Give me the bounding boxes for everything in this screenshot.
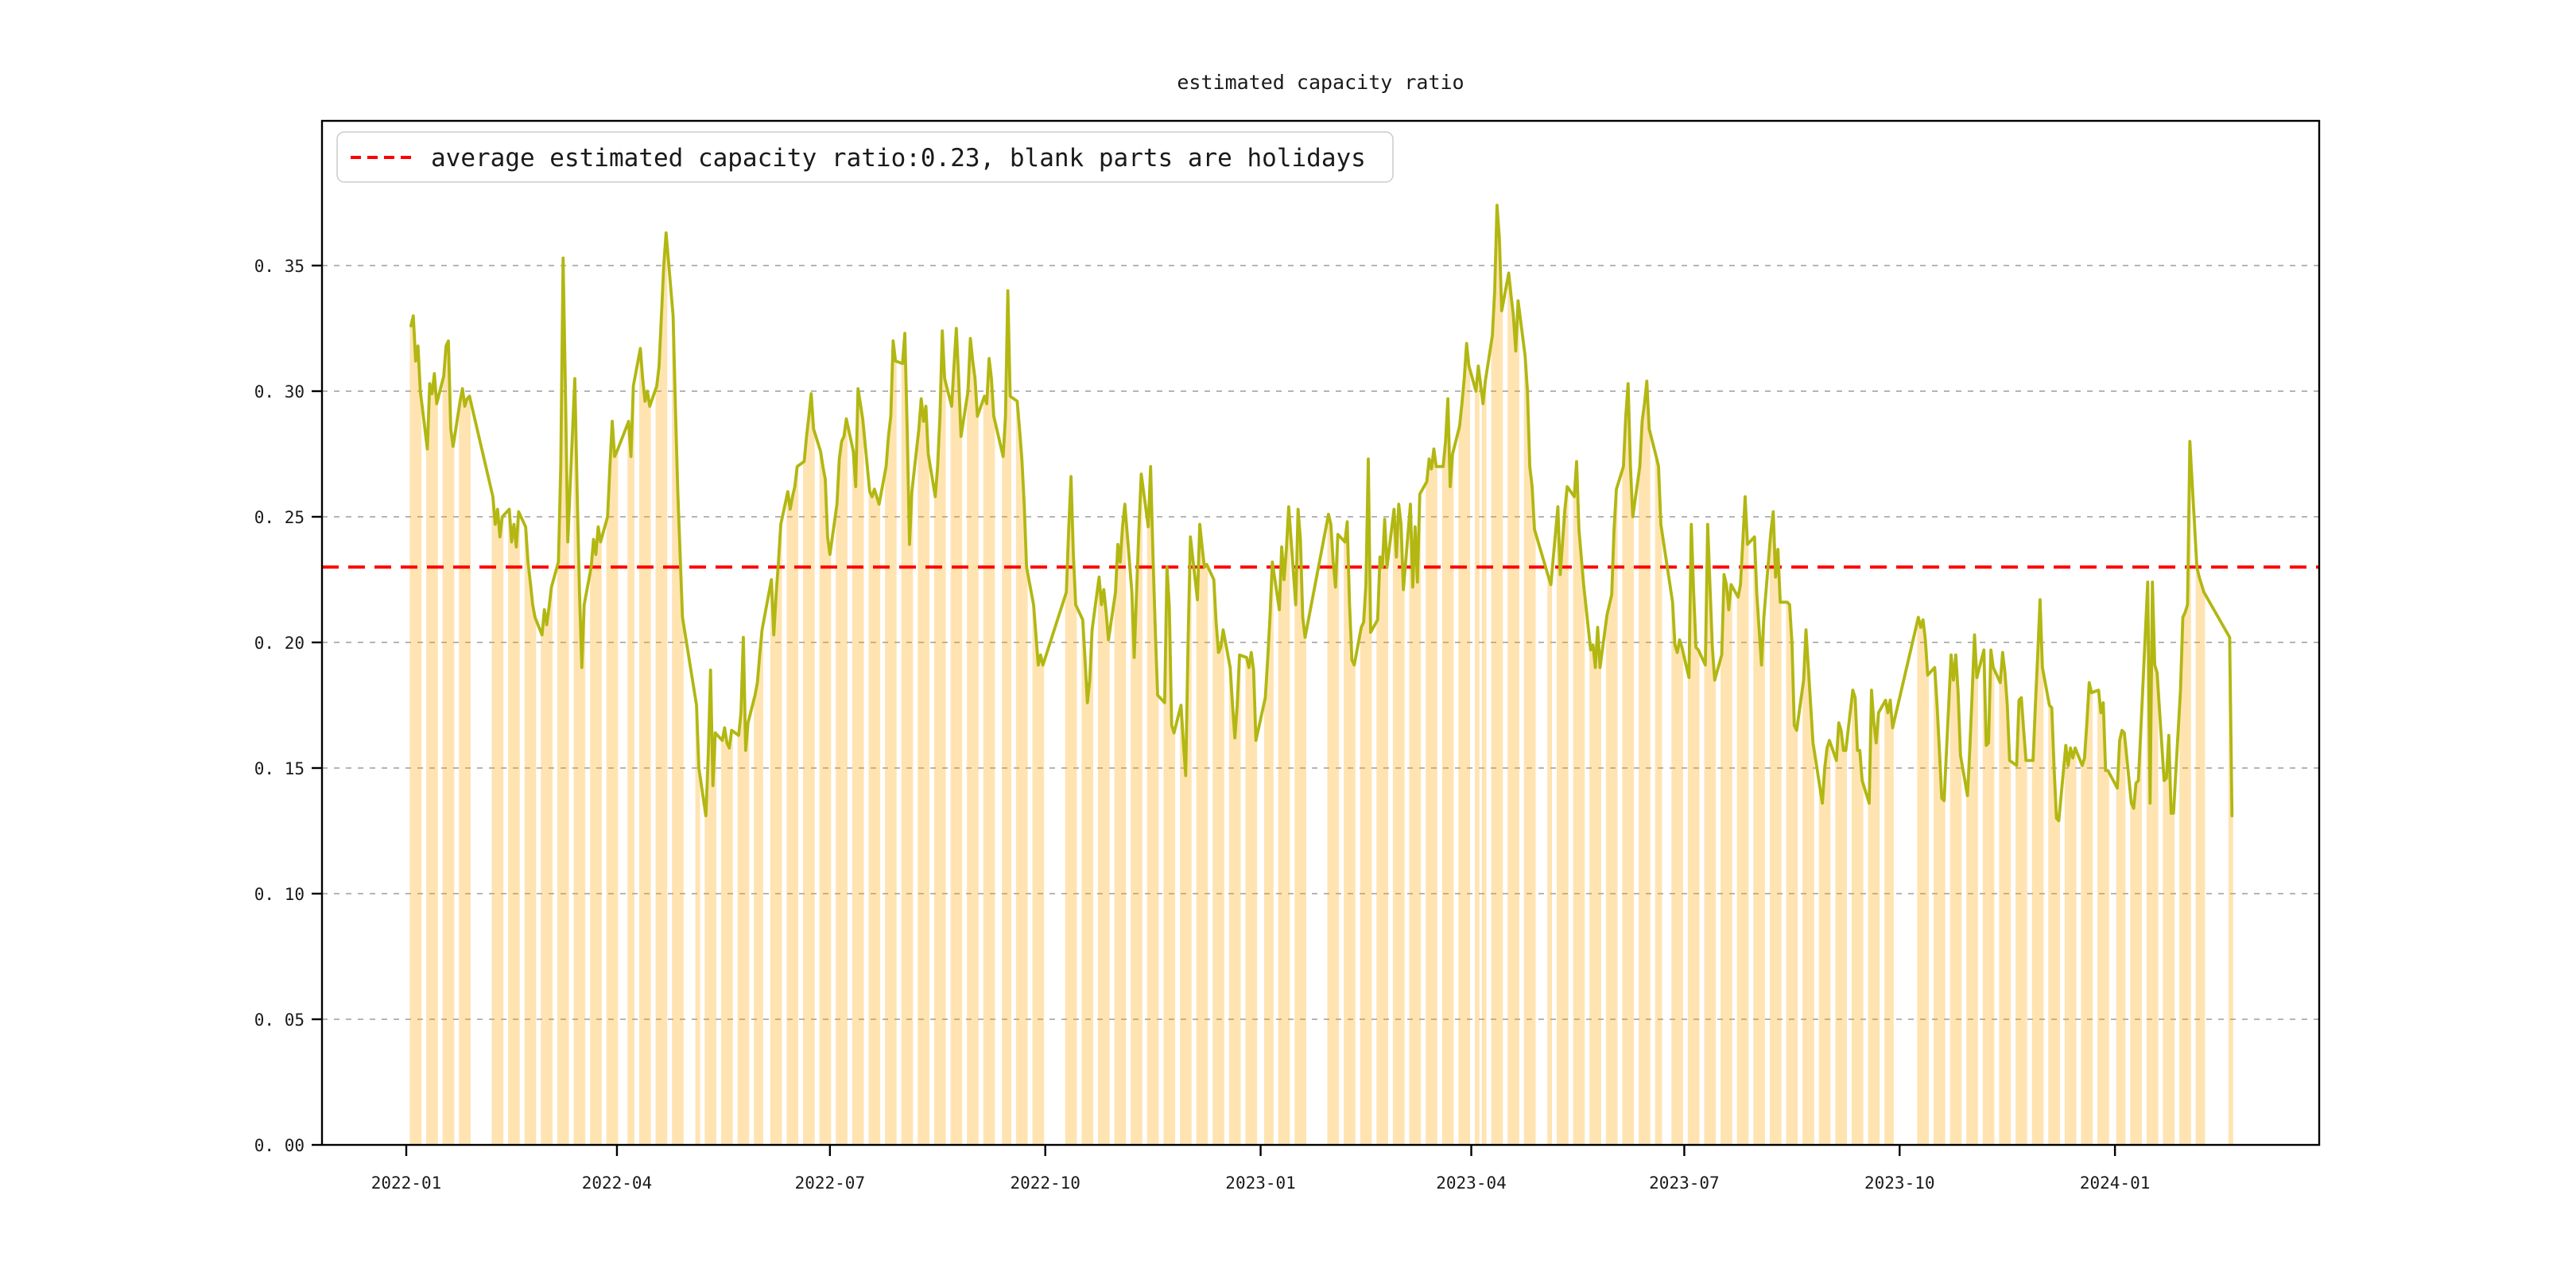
bar-week-run	[1884, 700, 1894, 1145]
x-tick-label: 2022-07	[795, 1174, 866, 1193]
bar-week-run	[639, 348, 651, 1145]
bar-week-run	[2065, 746, 2077, 1145]
bar-week-run	[1655, 456, 1662, 1145]
bar-week-run	[1770, 512, 1782, 1145]
bar-week-run	[1212, 580, 1224, 1145]
bar-week-run	[1835, 723, 1847, 1145]
bar-week-run	[2097, 690, 2109, 1145]
bar-week-run	[508, 510, 520, 1145]
bar-week-run	[738, 638, 750, 1145]
bar-week-run	[491, 497, 503, 1145]
chart-canvas: 0. 00 0. 05 0. 10 0. 15 0. 20 0. 25 0. 30 0. 35…	[0, 0, 2576, 1288]
bar-week-run	[2116, 731, 2126, 1145]
bar-week-run	[803, 394, 815, 1145]
y-tick-label: 0. 10	[254, 885, 305, 904]
bar-week-run	[443, 341, 455, 1145]
bar-week-run	[1589, 627, 1601, 1145]
bar-week-run	[607, 421, 619, 1145]
y-tick-label: 0. 00	[254, 1136, 305, 1155]
bar-week-run	[918, 398, 929, 1145]
bar-week-run	[1557, 487, 1569, 1145]
bar-week-run	[1426, 449, 1437, 1145]
x-tick-label: 2023-10	[1864, 1174, 1935, 1193]
bar-week-run	[754, 630, 763, 1145]
capacity-line	[411, 205, 2232, 821]
bar-week-run	[983, 359, 995, 1145]
bar-week-run	[459, 389, 471, 1145]
bar-week-run	[868, 489, 880, 1145]
bar-week-run	[1098, 577, 1110, 1145]
bar-week-run	[1442, 398, 1454, 1145]
bar-week-run	[1327, 514, 1339, 1145]
y-tick-label: 0. 20	[254, 634, 305, 653]
y-tick-label: 0. 05	[254, 1011, 305, 1030]
legend-label: average estimated capacity ratio:0.23, b…	[431, 144, 1366, 173]
bar-week-run	[1507, 273, 1519, 1145]
bar-week-run	[1671, 602, 1683, 1145]
bar-week-run	[2196, 567, 2206, 1145]
bar-week-run	[2163, 735, 2174, 1145]
bar-week-run	[1802, 630, 1814, 1145]
bar-week-run	[1492, 205, 1503, 1145]
y-tick-label: 0. 30	[254, 382, 305, 402]
bar-week-run	[950, 328, 962, 1145]
x-tick-label: 2023-07	[1649, 1174, 1720, 1193]
y-tick-label: 0. 25	[254, 508, 305, 527]
bar-week-run	[1547, 577, 1552, 1145]
bar-week-run	[1475, 366, 1480, 1145]
bar-week-run	[1197, 524, 1208, 1145]
bar-week-run	[574, 378, 586, 1145]
x-tick-label: 2023-01	[1225, 1174, 1296, 1193]
bar-week-run	[852, 389, 864, 1145]
bar-week-run	[1458, 343, 1470, 1145]
chart-title: estimated capacity ratio	[1177, 71, 1464, 94]
bar-week-run	[627, 386, 634, 1145]
legend: average estimated capacity ratio:0.23, b…	[337, 132, 1393, 182]
y-tick-label: 0. 35	[254, 257, 305, 276]
bar-week-run	[1639, 381, 1651, 1145]
x-tick-label: 2024-01	[2080, 1174, 2151, 1193]
x-tick-label: 2022-10	[1010, 1174, 1080, 1193]
bar-week-run	[1393, 504, 1405, 1145]
figure-canvas: 0. 00 0. 05 0. 10 0. 15 0. 20 0. 25 0. 30 0. 35…	[0, 0, 2576, 1288]
x-tick-label: 2022-04	[582, 1174, 653, 1193]
bar-week-run	[836, 419, 848, 1145]
bar-week-run	[1917, 617, 1929, 1145]
y-tick-label: 0. 15	[254, 759, 305, 778]
bar-week-run	[1721, 575, 1732, 1145]
bar-week-run	[409, 316, 421, 1145]
bar-week-run	[934, 331, 946, 1145]
bar-week-run	[541, 587, 553, 1145]
bar-week-run	[1482, 381, 1487, 1145]
bar-week-run	[2081, 683, 2093, 1145]
bar-week-run	[590, 527, 602, 1145]
bar-week-run	[1115, 504, 1127, 1145]
bar-week-run	[1410, 495, 1422, 1145]
x-tick-label: 2023-04	[1436, 1174, 1507, 1193]
x-tick-label: 2022-01	[371, 1174, 442, 1193]
bar-week-run	[967, 339, 979, 1145]
bar-week-run	[1033, 605, 1045, 1145]
bar-week-run	[721, 727, 733, 1145]
bar-week-run	[426, 374, 438, 1145]
plot-area: 0. 00 0. 05 0. 10 0. 15 0. 20 0. 25 0. 30 0. 35…	[254, 121, 2319, 1193]
